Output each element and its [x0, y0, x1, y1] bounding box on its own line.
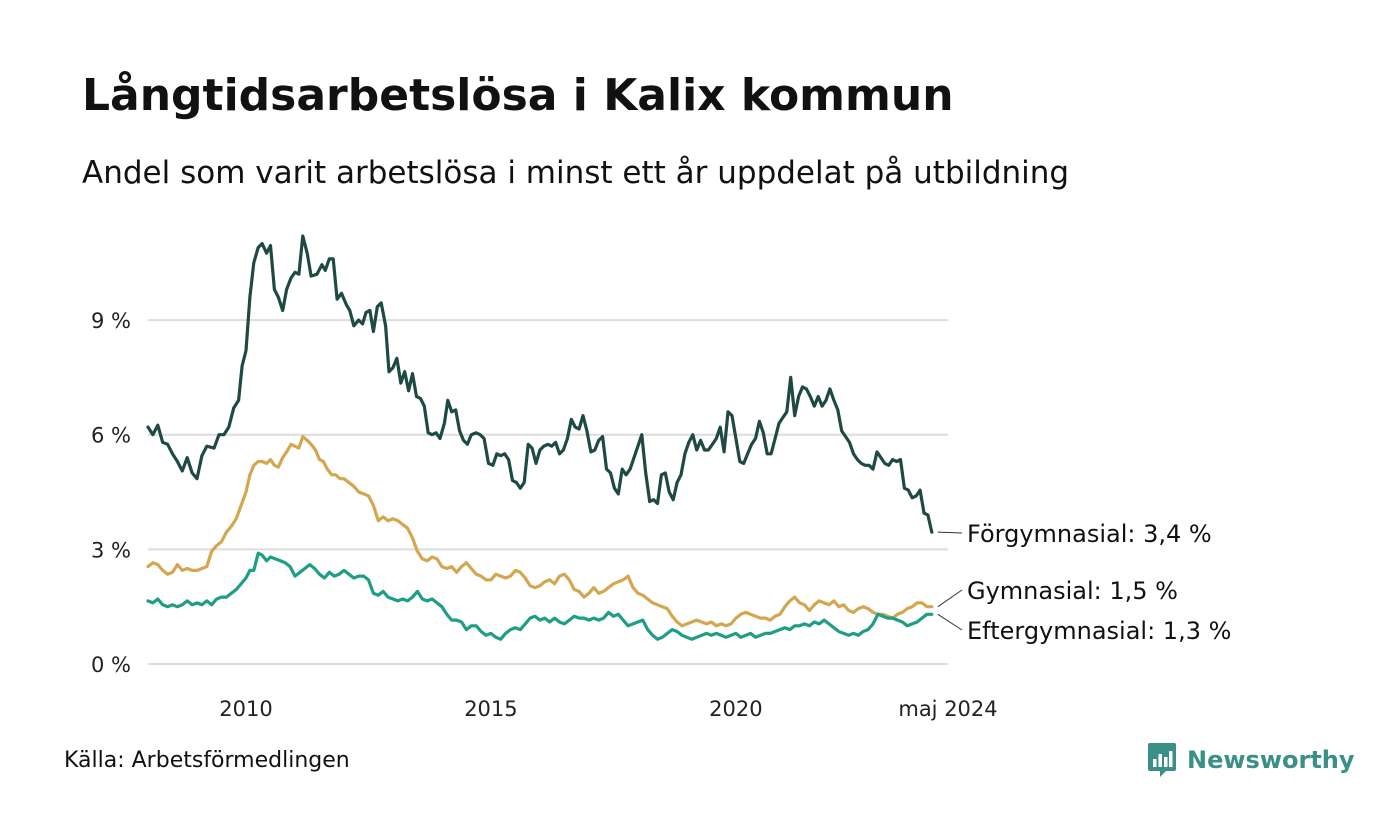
leader-line-eftergymnasial	[937, 613, 963, 631]
series-line-förgymnasial	[146, 234, 934, 534]
brand-name: Newsworthy	[1187, 746, 1355, 774]
y-tick-label: 3 %	[91, 538, 131, 562]
leader-line-gymnasial	[937, 589, 963, 608]
x-tick-label: 2010	[219, 697, 272, 721]
y-tick-label: 9 %	[91, 309, 131, 333]
leader-line-förgymnasial	[937, 531, 963, 534]
series-label-gymnasial: Gymnasial: 1,5 %	[967, 577, 1178, 605]
series-lines	[146, 234, 934, 641]
x-tick-label: 2015	[464, 697, 517, 721]
chart-subtitle: Andel som varit arbetslösa i minst ett å…	[82, 155, 1070, 191]
y-tick-label: 6 %	[91, 424, 131, 448]
x-tick-label: 2020	[709, 697, 762, 721]
y-tick-label: 0 %	[91, 653, 131, 677]
chart-title: Långtidsarbetslösa i Kalix kommun	[82, 70, 954, 121]
series-line-eftergymnasial	[146, 551, 934, 641]
y-axis-tick-labels: 0 % 3 % 6 % 9 %	[91, 309, 131, 677]
x-axis-tick-labels: 2010 2015 2020 maj 2024	[219, 697, 997, 721]
newsworthy-logo-icon	[1148, 743, 1176, 777]
x-tick-label: maj 2024	[898, 697, 997, 721]
series-end-labels: Förgymnasial: 3,4 % Gymnasial: 1,5 % Efter…	[937, 520, 1231, 645]
series-label-eftergymnasial: Eftergymnasial: 1,3 %	[967, 617, 1231, 645]
brand-logo: Newsworthy	[1147, 742, 1355, 778]
gridlines	[148, 319, 948, 665]
source-note: Källa: Arbetsförmedlingen	[64, 748, 350, 773]
series-line-gymnasial	[146, 435, 934, 628]
series-label-förgymnasial: Förgymnasial: 3,4 %	[967, 520, 1212, 548]
